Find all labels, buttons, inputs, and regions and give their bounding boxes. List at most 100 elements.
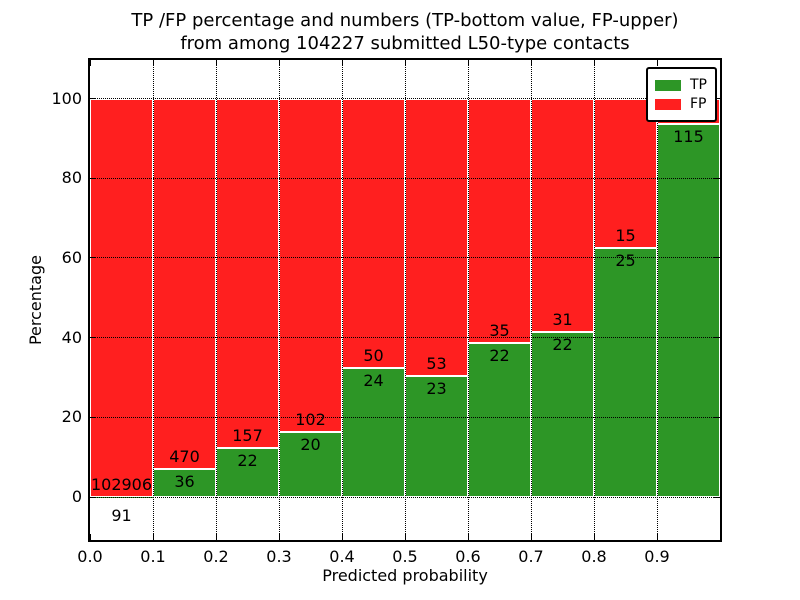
x-tick-mark-top: [593, 60, 595, 66]
x-tick-label: 0.9: [644, 547, 670, 566]
y-axis-label: Percentage: [26, 255, 45, 346]
fp-count-label: 157: [232, 426, 263, 446]
y-tick-mark-right: [714, 496, 720, 498]
tp-count-label: 23: [426, 379, 447, 399]
fp-bar-segment: [531, 98, 594, 332]
plot-area: 102906 91 470 36 157 22 102 20 50 24 53 23 35 22 31 22 1…: [88, 58, 722, 542]
x-gridline: [278, 60, 280, 540]
x-tick-mark-bottom: [467, 534, 469, 540]
y-tick-mark-right: [714, 98, 720, 99]
tp-count-label: 115: [673, 127, 704, 147]
legend-swatch-tp: [655, 79, 681, 91]
x-gridline: [215, 60, 217, 540]
x-tick-label: 0.4: [329, 547, 355, 566]
legend-item-label: FP: [690, 96, 707, 112]
legend-swatch-fp: [655, 98, 681, 110]
y-tick-mark-left: [90, 98, 96, 99]
fp-count-label: 50: [363, 345, 384, 365]
y-tick-mark-right: [714, 257, 720, 259]
fp-bar-segment: [153, 98, 216, 469]
tp-bar-segment: [153, 468, 216, 497]
x-tick-mark-top: [404, 60, 406, 66]
y-tick-mark-right: [714, 416, 720, 418]
x-tick-label: 0.8: [581, 547, 607, 566]
fp-bar-segment: [405, 98, 468, 377]
y-tick-mark-left: [90, 177, 96, 179]
x-tick-mark-bottom: [278, 534, 280, 540]
fp-bar-segment: [468, 98, 531, 344]
tp-bar-segment: [342, 367, 405, 497]
y-tick-label: 20: [61, 407, 82, 427]
x-gridline: [404, 60, 406, 540]
y-tick-mark-left: [90, 496, 96, 498]
tp-count-label: 22: [552, 334, 573, 354]
tp-count-label: 91: [111, 505, 132, 525]
tp-count-label: 20: [300, 434, 321, 454]
x-tick-label: 0.7: [518, 547, 544, 566]
x-tick-mark-bottom: [89, 534, 91, 540]
fp-count-label: 15: [615, 225, 636, 245]
tp-count-label: 22: [237, 451, 258, 471]
x-tick-mark-top: [530, 60, 532, 66]
tp-count-label: 36: [174, 471, 195, 491]
y-tick-mark-right: [714, 337, 720, 339]
x-tick-mark-bottom: [656, 534, 658, 540]
chart-title: TP /FP percentage and numbers (TP-bottom…: [5, 9, 800, 55]
y-tick-label: 80: [61, 168, 82, 188]
x-tick-mark-top: [278, 60, 280, 66]
x-tick-mark-top: [656, 60, 658, 66]
chart-title-line1: TP /FP percentage and numbers (TP-bottom…: [131, 10, 679, 31]
fp-bar-segment: [594, 98, 657, 248]
x-tick-label: 0.2: [203, 547, 229, 566]
tp-bar-segment: [594, 247, 657, 497]
x-gridline: [467, 60, 469, 540]
tp-count-label: 24: [363, 370, 384, 390]
x-tick-label: 0.5: [392, 547, 418, 566]
y-tick-mark-left: [90, 337, 96, 339]
x-tick-mark-bottom: [341, 534, 343, 540]
x-tick-mark-top: [89, 60, 91, 66]
fp-bar-segment: [279, 98, 342, 432]
x-tick-mark-bottom: [152, 534, 154, 540]
legend-item-tp: TP: [655, 77, 707, 93]
x-tick-label: 0.1: [140, 547, 166, 566]
x-tick-mark-top: [467, 60, 469, 66]
y-tick-label: 40: [61, 327, 82, 347]
fp-count-label: 102: [295, 409, 326, 429]
tp-bar-segment: [216, 448, 279, 497]
legend-item-fp: FP: [655, 96, 707, 112]
x-gridline: [341, 60, 343, 540]
tp-bar-segment: [657, 124, 720, 497]
fp-bar-segment: [216, 98, 279, 449]
tp-bar-segment: [468, 343, 531, 497]
tp-bar-segment: [405, 376, 468, 497]
legend-item-label: TP: [690, 77, 707, 93]
fp-count-label: 53: [426, 354, 447, 374]
y-tick-mark-left: [90, 416, 96, 418]
tp-count-label: 22: [489, 346, 510, 366]
fp-count-label: 470: [169, 446, 200, 466]
fp-bar-segment: [90, 98, 153, 497]
x-tick-mark-top: [215, 60, 217, 66]
x-gridline: [152, 60, 154, 540]
y-tick-mark-right: [714, 177, 720, 179]
x-axis-label: Predicted probability: [322, 566, 488, 585]
tp-bar-segment: [531, 331, 594, 497]
x-tick-label: 0.3: [266, 547, 292, 566]
tp-count-label: 25: [615, 250, 636, 270]
x-gridline: [530, 60, 532, 540]
x-tick-mark-bottom: [404, 534, 406, 540]
x-gridline: [593, 60, 595, 540]
chart-title-line2: from among 104227 submitted L50-type con…: [180, 33, 630, 54]
y-tick-label: 100: [51, 88, 82, 108]
fp-bar-segment: [342, 98, 405, 368]
x-tick-mark-bottom: [530, 534, 532, 540]
fp-count-label: 31: [552, 309, 573, 329]
y-tick-label: 0: [71, 487, 82, 506]
y-tick-label: 60: [61, 247, 82, 267]
x-tick-mark-bottom: [215, 534, 217, 540]
y-tick-mark-left: [90, 257, 96, 259]
x-tick-mark-top: [152, 60, 154, 66]
x-gridline: [656, 60, 658, 540]
